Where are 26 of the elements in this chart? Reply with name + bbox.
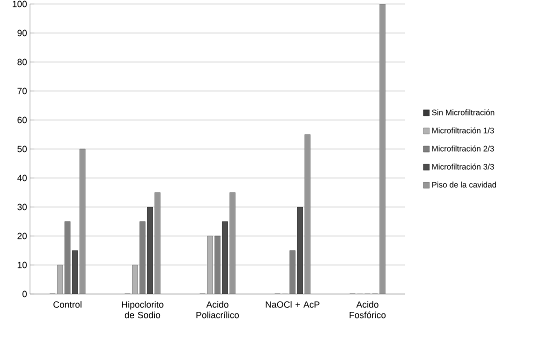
y-tick-label: 30 (17, 204, 27, 210)
legend-label: Piso de la cavidad (432, 182, 496, 188)
legend-label: Microfiltración 2/3 (432, 145, 494, 152)
bar (80, 148, 86, 294)
bar (304, 134, 310, 294)
y-tick-label: 70 (18, 88, 27, 94)
bar (154, 192, 160, 294)
legend-label: Sin Microfiltración (432, 109, 494, 116)
y-tick-label: 60 (18, 116, 27, 124)
legend-label: Microfiltración 3/3 (432, 164, 494, 170)
x-tick-label: Control (53, 301, 82, 308)
y-tick-label: 100 (12, 0, 27, 8)
y-tick-label: 0 (22, 290, 27, 298)
y-tick-label: 90 (18, 30, 27, 36)
legend-label: Microfiltración 1/3 (432, 127, 494, 134)
bar (380, 4, 386, 294)
y-tick-label: 40 (17, 174, 27, 182)
y-tick-label: 80 (18, 58, 27, 66)
x-tick-label: Acido Poliacrílico (196, 301, 239, 318)
x-tick-label: Hipoclorito de Sodio (122, 301, 164, 318)
y-tick-label: 50 (17, 146, 27, 152)
bar (230, 192, 236, 294)
y-tick-label: 20 (18, 232, 27, 240)
x-tick-label: Acido Fosfórico (350, 301, 386, 318)
x-tick-label: NaOCl + AcP (266, 301, 320, 308)
y-tick-label: 10 (18, 262, 27, 268)
